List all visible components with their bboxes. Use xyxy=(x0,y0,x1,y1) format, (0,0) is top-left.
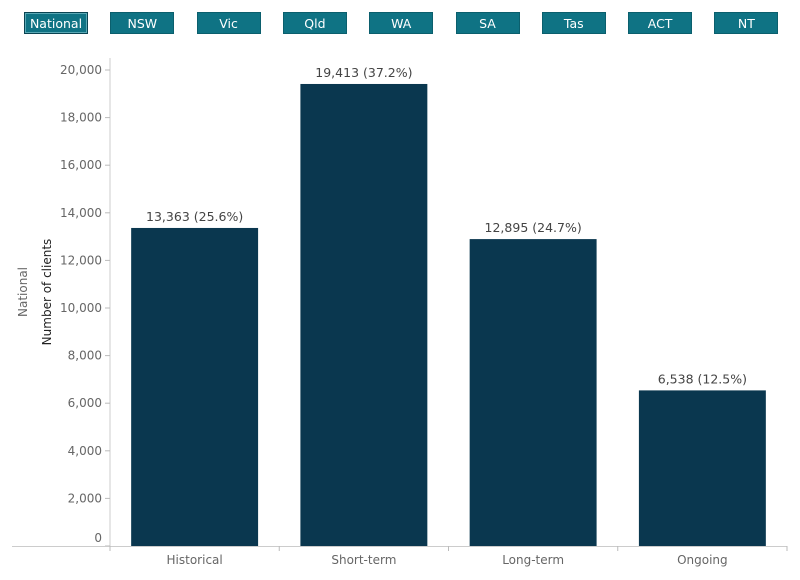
tab-wa[interactable]: WA xyxy=(369,12,434,34)
x-tick-label: Ongoing xyxy=(677,553,728,567)
data-label: 13,363 (25.6%) xyxy=(146,209,243,224)
y-tick-label: 12,000 xyxy=(60,253,102,267)
tab-sa[interactable]: SA xyxy=(455,12,520,34)
x-axis: Historical Short-term Long-term Ongoing xyxy=(12,546,788,567)
y-tick-label: 14,000 xyxy=(60,206,102,220)
y-tick-label: 16,000 xyxy=(60,158,102,172)
y-tick-label: 0 xyxy=(94,531,102,545)
bar-ongoing xyxy=(638,390,766,546)
y-tick-label: 8,000 xyxy=(68,349,102,363)
bar-short-term xyxy=(300,83,428,547)
bar-historical xyxy=(131,227,259,546)
bar-long-term xyxy=(469,239,597,546)
y-axis-title: Number of clients xyxy=(40,239,54,346)
data-label: 19,413 (37.2%) xyxy=(315,65,412,80)
tab-vic[interactable]: Vic xyxy=(196,12,261,34)
y-tick-label: 18,000 xyxy=(60,111,102,125)
y-tick-label: 20,000 xyxy=(60,63,102,77)
y-tick-label: 10,000 xyxy=(60,301,102,315)
x-tick-label: Historical xyxy=(167,553,223,567)
bar-chart: National Number of clients 0 2,000 4,000 6,… xyxy=(12,58,788,567)
y-axis: 0 2,000 4,000 6,000 8,000 10,000 12,000 14,000 1… xyxy=(60,58,111,547)
tab-qld[interactable]: Qld xyxy=(282,12,347,34)
tab-nsw[interactable]: NSW xyxy=(110,12,175,34)
region-tab-bar: National NSW Vic Qld WA SA Tas ACT NT xyxy=(0,0,800,40)
y-tick-label: 2,000 xyxy=(68,491,102,505)
y-tick-label: 4,000 xyxy=(68,444,102,458)
data-label: 6,538 (12.5%) xyxy=(658,371,747,386)
tab-national[interactable]: National xyxy=(24,12,88,34)
bars: 13,363 (25.6%) 19,413 (37.2%) 12,895 (24.7… xyxy=(131,65,766,547)
y-tick-label: 6,000 xyxy=(68,396,102,410)
panel-label: National xyxy=(16,267,30,317)
data-label: 12,895 (24.7%) xyxy=(485,220,582,235)
tab-tas[interactable]: Tas xyxy=(541,12,606,34)
x-tick-label: Long-term xyxy=(502,553,564,567)
tab-act[interactable]: ACT xyxy=(628,12,693,34)
x-tick-label: Short-term xyxy=(331,553,396,567)
tab-nt[interactable]: NT xyxy=(714,12,779,34)
